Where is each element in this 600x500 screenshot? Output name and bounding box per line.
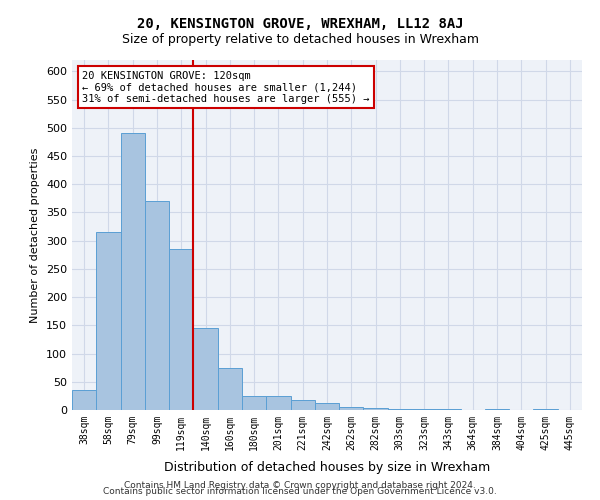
- Bar: [96, 232, 121, 410]
- Bar: [315, 403, 339, 410]
- Text: Contains public sector information licensed under the Open Government Licence v3: Contains public sector information licen…: [103, 487, 497, 496]
- Text: Contains HM Land Registry data © Crown copyright and database right 2024.: Contains HM Land Registry data © Crown c…: [124, 481, 476, 490]
- Bar: [266, 396, 290, 410]
- Bar: [218, 368, 242, 410]
- Bar: [388, 409, 412, 410]
- Bar: [242, 396, 266, 410]
- Text: 20, KENSINGTON GROVE, WREXHAM, LL12 8AJ: 20, KENSINGTON GROVE, WREXHAM, LL12 8AJ: [137, 18, 463, 32]
- Bar: [169, 249, 193, 410]
- Text: Size of property relative to detached houses in Wrexham: Size of property relative to detached ho…: [121, 32, 479, 46]
- Bar: [145, 201, 169, 410]
- Bar: [339, 407, 364, 410]
- Bar: [364, 408, 388, 410]
- Bar: [121, 134, 145, 410]
- Bar: [193, 328, 218, 410]
- Bar: [436, 409, 461, 410]
- Bar: [72, 390, 96, 410]
- Bar: [412, 409, 436, 410]
- Bar: [290, 400, 315, 410]
- Text: 20 KENSINGTON GROVE: 120sqm
← 69% of detached houses are smaller (1,244)
31% of : 20 KENSINGTON GROVE: 120sqm ← 69% of det…: [82, 70, 370, 104]
- Bar: [485, 409, 509, 410]
- Bar: [533, 409, 558, 410]
- X-axis label: Distribution of detached houses by size in Wrexham: Distribution of detached houses by size …: [164, 461, 490, 474]
- Y-axis label: Number of detached properties: Number of detached properties: [31, 148, 40, 322]
